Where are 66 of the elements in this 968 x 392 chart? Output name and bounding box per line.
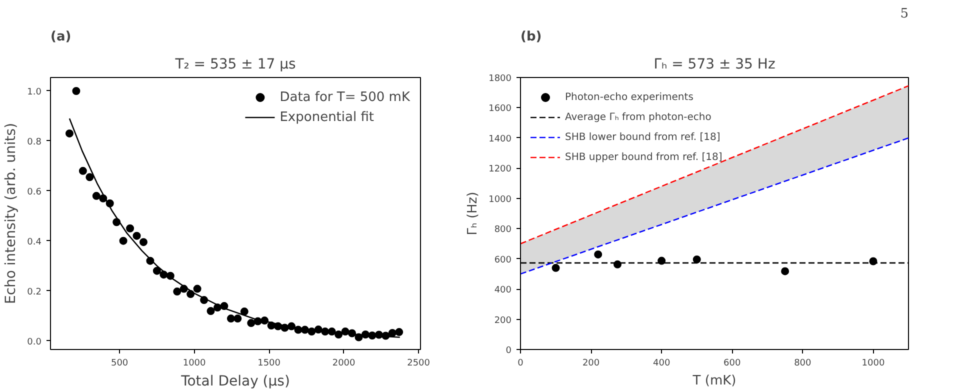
point (86, 173, 94, 182)
y-tick-label: 200 (494, 316, 512, 326)
y-tick-label: 1800 (488, 74, 512, 84)
x-tick-label: 400 (653, 358, 670, 368)
legend-label: SHB upper bound from ref. [18] (565, 152, 722, 162)
x-tick-label: 1000 (182, 358, 206, 368)
x-axis-title: Total Delay (μs) (180, 374, 290, 390)
y-tick-label: 400 (494, 286, 512, 296)
x-tick-label: 200 (582, 358, 600, 368)
point (692, 255, 701, 264)
chart-title: T₂ = 535 ± 17 μs (174, 56, 296, 72)
x-axis-title: T (mK) (692, 374, 736, 388)
y-tick-label: 0.0 (27, 337, 42, 348)
y-tick-label: 1000 (488, 194, 512, 205)
legend-label: Photon-echo experiments (565, 92, 694, 102)
legend-label: Data for T= 500 mK (280, 90, 410, 104)
y-tick-label: 0 (506, 346, 512, 356)
point (119, 236, 128, 245)
text: (a) (50, 30, 72, 44)
point (139, 238, 148, 246)
y-tick-label: 1600 (488, 104, 512, 114)
point (78, 166, 87, 175)
point (72, 86, 80, 95)
point (173, 288, 182, 296)
legend-label: Exponential fit (280, 110, 374, 124)
x-tick-label: 500 (110, 358, 128, 368)
point (614, 260, 622, 268)
x-tick-label: 2000 (332, 358, 356, 368)
y-tick-label: 0.8 (27, 137, 42, 148)
y-tick-label: 600 (494, 255, 512, 266)
y-axis-title: Echo intensity (arb. units) (3, 122, 20, 304)
legend-label: SHB lower bound from ref. [18] (565, 132, 720, 142)
x-tick-label: 800 (794, 358, 812, 368)
x-tick-label: 2500 (407, 358, 430, 368)
point (193, 284, 202, 293)
point (152, 266, 161, 275)
x-tick-label: 600 (724, 358, 741, 368)
point (92, 192, 100, 200)
point (206, 307, 215, 316)
y-tick-label: 0.4 (27, 237, 42, 248)
x-tick-label: 1500 (258, 358, 281, 368)
point (126, 224, 134, 232)
point (552, 264, 560, 272)
point (226, 314, 235, 323)
y-axis-title: Γₕ (Hz) (466, 192, 481, 236)
text: (b) (520, 30, 542, 44)
y-tick-label: 0.2 (27, 287, 42, 298)
y-tick-label: 1400 (488, 134, 512, 144)
text: 5 (900, 6, 909, 22)
point (395, 328, 404, 336)
x-tick-label: 1000 (862, 358, 885, 368)
point (132, 232, 141, 240)
y-tick-label: 1.0 (27, 87, 42, 98)
y-tick-label: 800 (494, 225, 512, 236)
y-tick-label: 0.6 (27, 187, 42, 198)
chart-title: Γₕ = 573 ± 35 Hz (654, 56, 776, 72)
point (594, 250, 602, 258)
point (658, 256, 666, 265)
x-tick-label: 0 (518, 358, 524, 368)
point (65, 129, 74, 138)
y-tick-label: 1200 (488, 164, 512, 175)
legend-label: Average Γₕ from photon-echo (565, 112, 712, 122)
point (247, 319, 256, 328)
point (234, 314, 242, 323)
point (240, 308, 248, 316)
point (781, 267, 790, 276)
